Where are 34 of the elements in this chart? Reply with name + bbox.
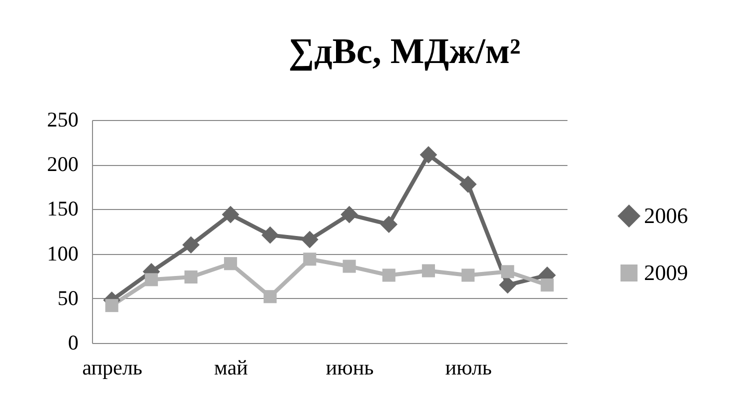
- legend-label: 2009: [644, 260, 688, 285]
- y-tick-label: 0: [68, 330, 78, 354]
- point: [382, 268, 396, 282]
- point: [459, 176, 477, 193]
- point: [462, 268, 475, 282]
- y-tick-label: 200: [47, 152, 78, 176]
- y-tick-label: 50: [58, 286, 78, 310]
- y-tick-label: 100: [47, 241, 78, 266]
- x-tick-label: июнь: [326, 356, 374, 380]
- point: [261, 226, 279, 244]
- point: [105, 299, 118, 312]
- point: [222, 206, 240, 224]
- point: [498, 276, 516, 294]
- chart-title: ∑дВс, МДж/м²: [288, 31, 521, 71]
- point: [342, 260, 356, 273]
- point: [144, 273, 158, 286]
- point: [340, 206, 358, 224]
- x-tick-label: май: [214, 356, 248, 380]
- point: [501, 265, 514, 278]
- point: [303, 252, 316, 266]
- x-tick-label: июль: [445, 356, 492, 380]
- point: [420, 146, 438, 164]
- legend-label: 2006: [644, 203, 688, 228]
- point: [301, 230, 318, 248]
- y-tick-label: 250: [47, 108, 78, 132]
- point: [264, 290, 277, 304]
- point: [380, 216, 398, 234]
- y-tick-label: 150: [47, 196, 78, 221]
- point: [182, 236, 200, 254]
- point: [422, 264, 435, 278]
- point: [540, 278, 554, 292]
- point: [184, 270, 198, 284]
- x-tick-label: апрель: [82, 356, 142, 380]
- point: [224, 257, 238, 270]
